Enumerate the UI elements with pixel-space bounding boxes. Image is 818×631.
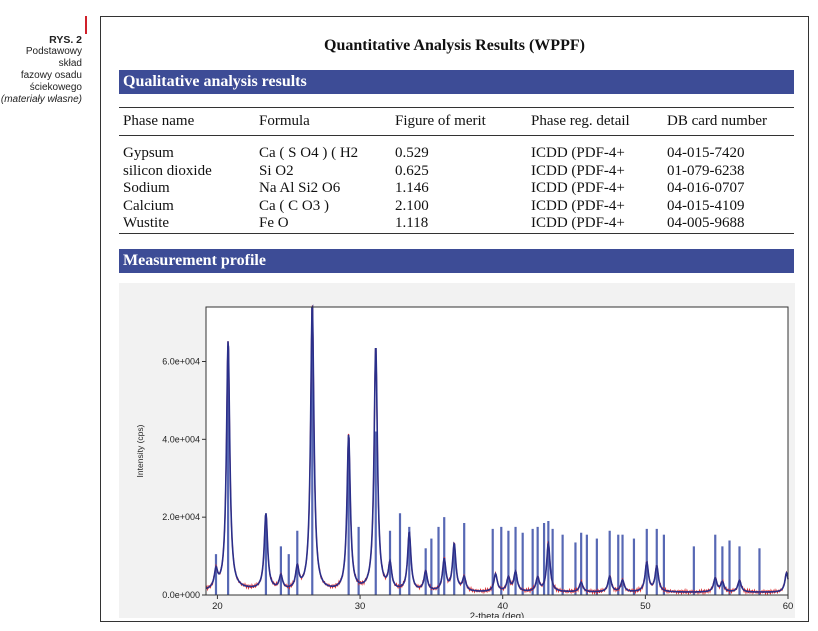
phase-name-cell: Wustite [119,215,255,234]
report-frame: Quantitative Analysis Results (WPPF) Qua… [100,16,809,622]
x-tick-label: 40 [497,601,508,612]
phase-name-cell: silicon dioxide [123,162,212,179]
phase-detail-cell: ICDD (PDF-4+ [527,215,663,234]
column-header: Formula [255,107,391,136]
plot-border [205,306,789,596]
caption-source: (materiały własne) [0,94,82,105]
phase-detail-cell: ICDD (PDF-4+ [531,180,625,197]
table-row: Wustite Fe O 1.118 ICDD (PDF-4+ 04-005-9… [119,215,794,234]
figure-caption: RYS. 2 Podstawowy skład fazowy osadu ści… [0,34,82,106]
phase-table: Phase name Formula Figure of merit Phase… [119,107,794,234]
column-header: Figure of merit [391,107,527,136]
db-card-cell: 04-016-0707 [667,180,745,197]
caption-line: Podstawowy skład [25,46,82,69]
y-axis-label: Intensity (cps) [135,424,145,477]
x-tick-label: 30 [355,601,366,612]
x-tick-label: 50 [640,601,651,612]
calculated-pattern-line [205,304,789,593]
db-card-cell: 01-079-6238 [667,162,745,179]
figure-of-merit-cell: 0.529 [395,145,429,162]
formula-cell: Si O2 [259,162,294,179]
figure-of-merit-cell: 0.625 [395,162,429,179]
table-row: Calcium Ca ( C O3 ) 2.100 ICDD (PDF-4+ 0… [119,198,794,216]
caption-line: fazowy osadu [20,70,82,81]
y-tick-label: 6.0e+004 [162,356,200,366]
measurement-section-header: Measurement profile [119,249,794,273]
y-tick-label: 4.0e+004 [162,434,200,444]
formula-cell: Na Al Si2 O6 [259,180,341,197]
y-tick-label: 2.0e+004 [162,512,200,522]
report-title: Quantitative Analysis Results (WPPF) [324,37,585,54]
caption-accent-bar [85,16,87,34]
db-card-cell: 04-015-7420 [667,145,745,162]
column-header: Phase name [119,107,255,136]
x-tick-label: 60 [783,601,794,612]
column-header: Phase reg. detail [527,107,663,136]
phase-name-cell: Sodium [123,180,170,197]
qualitative-section-header: Qualitative analysis results [119,70,794,94]
formula-cell: Ca ( C O3 ) [259,197,329,214]
phase-name-cell: Calcium [123,197,174,214]
phase-name-cell: Gypsum [123,145,174,162]
table-row: Gypsum Ca ( S O4 ) ( H2 0.529 ICDD (PDF-… [119,145,794,163]
figure-of-merit-cell: 2.100 [395,197,429,214]
table-row: silicon dioxide Si O2 0.625 ICDD (PDF-4+… [119,163,794,181]
table-row: Sodium Na Al Si2 O6 1.146 ICDD (PDF-4+ 0… [119,180,794,198]
db-card-cell: 04-005-9688 [663,215,794,234]
caption-line: ściekowego [29,82,82,93]
x-tick-label: 20 [212,601,223,612]
table-header-row: Phase name Formula Figure of merit Phase… [119,107,794,136]
phase-detail-cell: ICDD (PDF-4+ [531,162,625,179]
db-card-cell: 04-015-4109 [667,197,745,214]
figure-of-merit-cell: 1.146 [395,180,429,197]
formula-cell: Ca ( S O4 ) ( H2 [259,145,359,162]
formula-cell: Fe O [255,215,391,234]
plot-area [205,306,789,596]
phase-detail-cell: ICDD (PDF-4+ [531,197,625,214]
column-header: DB card number [663,107,794,136]
xrd-measurement-chart: 0.0e+000 2.0e+004 4.0e+004 6.0e+004 20 30 40 50… [119,283,795,618]
y-tick-label: 0.0e+000 [162,590,200,600]
phase-detail-cell: ICDD (PDF-4+ [531,145,625,162]
figure-label: RYS. 2 [49,34,82,46]
x-axis-label: 2-theta (deg) [470,611,524,618]
figure-of-merit-cell: 1.118 [391,215,527,234]
